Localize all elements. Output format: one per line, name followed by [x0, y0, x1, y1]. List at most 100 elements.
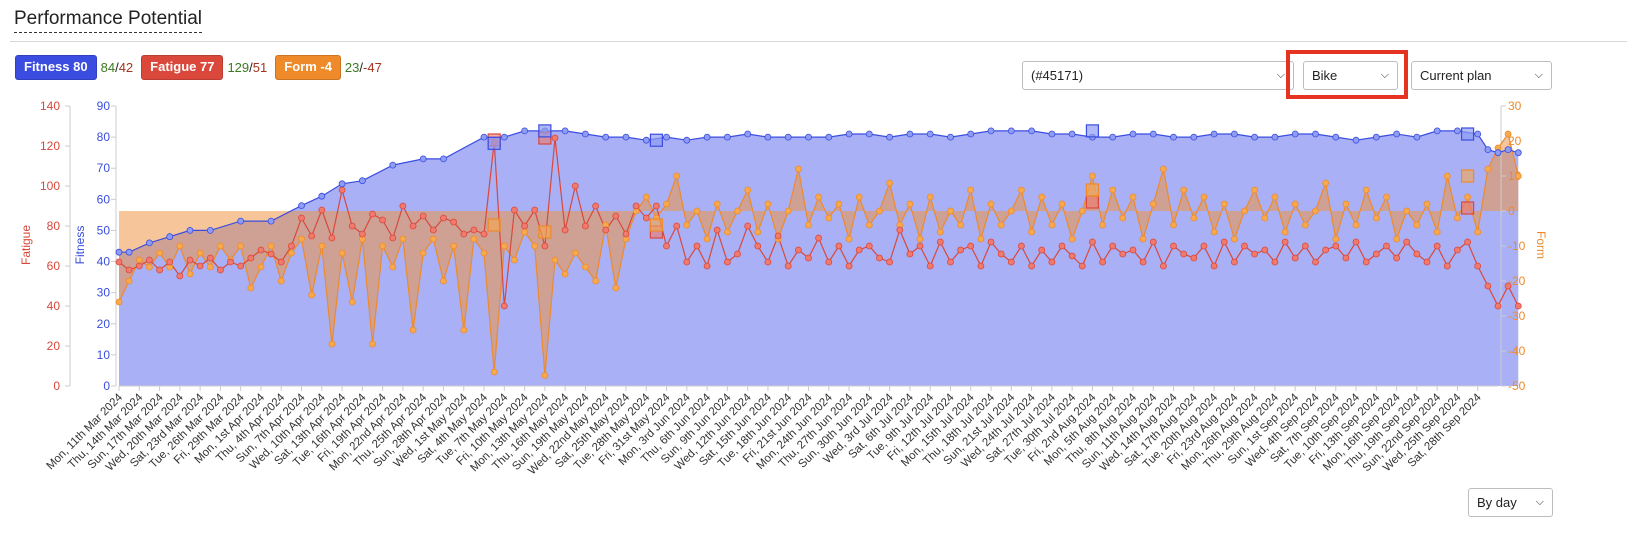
fatigue-point [521, 222, 528, 230]
fatigue-point [795, 246, 802, 254]
form-point [967, 186, 975, 194]
fatigue-point [1383, 242, 1390, 250]
form-point [1413, 221, 1421, 229]
form-point [1099, 221, 1106, 229]
form-point [795, 165, 802, 173]
axes-layer: 0204060801001201400102030405060708090-50… [40, 99, 1526, 393]
fatigue-point [1018, 242, 1025, 250]
fitness-point [744, 130, 752, 138]
form-tick-label: 10 [1508, 169, 1522, 183]
sport-select-value: Bike [1312, 68, 1338, 83]
fatigue-point [166, 258, 174, 266]
fitness-highlight-marker [538, 124, 552, 138]
fitness-tick-label: 40 [97, 255, 111, 269]
form-point [1180, 186, 1188, 194]
form-point [1301, 221, 1309, 229]
fatigue-point [967, 242, 975, 250]
fitness-point [967, 130, 975, 138]
form-point [287, 249, 295, 257]
form-point [957, 221, 964, 229]
fatigue-point [531, 206, 539, 214]
form-point [987, 200, 995, 208]
fitness-point [865, 130, 873, 138]
form-highlight-marker [1085, 183, 1100, 197]
fatigue-point [744, 222, 752, 230]
fitness-highlight-marker [1460, 127, 1475, 141]
fatigue-point [1139, 258, 1147, 266]
fatigue-point [429, 226, 437, 234]
form-point [1332, 235, 1340, 243]
form-point [1362, 186, 1370, 194]
fatigue-point [1007, 258, 1015, 266]
form-tick-label: -30 [1508, 309, 1526, 323]
fatigue-point [865, 242, 873, 250]
fatigue-point [206, 254, 214, 262]
form-point [369, 340, 376, 348]
fitness-point [1312, 130, 1319, 138]
fatigue-point [409, 222, 417, 230]
fitness-point [1372, 133, 1380, 141]
form-point [1271, 193, 1279, 201]
fatigue-point [1099, 258, 1106, 266]
fatigue-point [1261, 246, 1269, 254]
fatigue-point [825, 258, 833, 266]
fitness-point [267, 217, 275, 225]
fatigue-point [936, 238, 944, 246]
fatigue-point [1362, 258, 1370, 266]
fatigue-point [267, 250, 275, 258]
fatigue-point [216, 266, 224, 274]
fitness-point [987, 127, 995, 135]
fatigue-point [1413, 250, 1421, 258]
fatigue-point [237, 262, 245, 270]
fitness-point [825, 133, 833, 141]
fitness-highlight-marker [487, 136, 501, 150]
sport-select[interactable]: Bike ⌵ [1303, 61, 1398, 90]
form-point [1322, 179, 1329, 187]
form-tick-label: 0 [1508, 204, 1515, 218]
fatigue-point [845, 262, 853, 270]
fitness-tick-label: 10 [97, 348, 111, 362]
form-point [1018, 186, 1025, 194]
fitness-point [622, 133, 630, 141]
plan-select[interactable]: (#45171) ⌵ [1022, 61, 1294, 90]
form-point [673, 172, 681, 180]
form-point [1484, 165, 1492, 173]
form-point [612, 284, 620, 292]
fatigue-point [957, 246, 964, 254]
fatigue-point [277, 258, 285, 266]
fatigue-point [1149, 238, 1157, 246]
fatigue-point [196, 262, 204, 270]
fatigue-point [561, 226, 569, 234]
fatigue-point [298, 214, 305, 222]
form-point [663, 200, 670, 208]
fatigue-point [145, 256, 153, 264]
form-point [805, 221, 812, 229]
grouping-select[interactable]: By day ⌵ [1468, 488, 1553, 517]
fatigue-point [419, 212, 427, 220]
form-point [379, 242, 387, 250]
form-point [1170, 221, 1177, 229]
fatigue-highlight-marker [1460, 201, 1475, 215]
form-point [1372, 214, 1380, 222]
points-layer [115, 124, 1522, 379]
fatigue-point [1281, 238, 1289, 246]
form-point [865, 221, 873, 229]
form-point [1190, 214, 1198, 222]
fitness-point [642, 136, 650, 144]
fatigue-tick-label: 120 [40, 139, 60, 153]
fitness-point [1048, 130, 1056, 138]
form-point [145, 263, 153, 271]
fitness-point [1393, 130, 1400, 138]
fitness-point [389, 161, 397, 169]
fatigue-ratio: 129/51 [227, 60, 268, 75]
form-point [389, 263, 397, 271]
fatigue-point [683, 258, 691, 266]
fatigue-tick-label: 0 [53, 379, 60, 393]
fatigue-tick-label: 40 [47, 299, 61, 313]
plan-type-select[interactable]: Current plan ⌵ [1411, 61, 1552, 90]
fatigue-point [632, 202, 640, 210]
grouping-select-value: By day [1477, 495, 1517, 510]
fatigue-point [855, 246, 863, 254]
fatigue-tick-label: 100 [40, 179, 60, 193]
fatigue-tick-label: 20 [47, 339, 61, 353]
